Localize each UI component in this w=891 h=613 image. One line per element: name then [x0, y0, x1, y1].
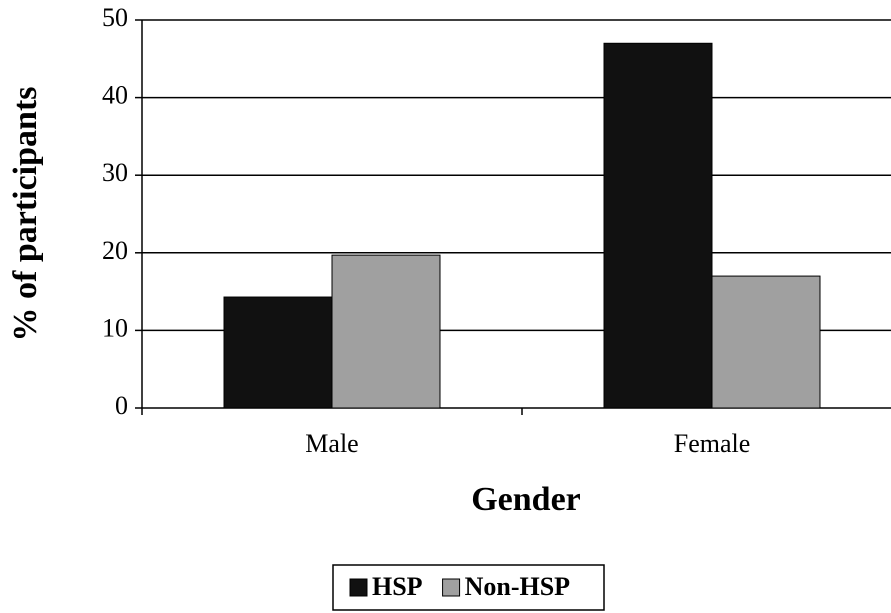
- legend-swatch: [442, 578, 461, 597]
- bar: [603, 42, 713, 409]
- bar: [711, 275, 821, 409]
- y-tick-label: 0: [115, 391, 128, 420]
- legend-swatch: [349, 578, 368, 597]
- y-tick-label: 20: [102, 236, 128, 265]
- y-tick-label: 50: [102, 3, 128, 32]
- y-tick-label: 10: [102, 313, 128, 342]
- x-tick-label: Female: [674, 429, 751, 458]
- legend-box: [332, 564, 605, 611]
- y-tick-label: 40: [102, 81, 128, 110]
- x-tick-label: Male: [305, 429, 358, 458]
- y-axis-title: % of participants: [7, 87, 44, 342]
- bar: [223, 296, 333, 409]
- y-tick-label: 30: [102, 158, 128, 187]
- bar: [331, 254, 441, 409]
- legend-label: Non-HSP: [465, 572, 571, 601]
- legend-label: HSP: [372, 572, 423, 601]
- x-axis-title: Gender: [471, 481, 581, 518]
